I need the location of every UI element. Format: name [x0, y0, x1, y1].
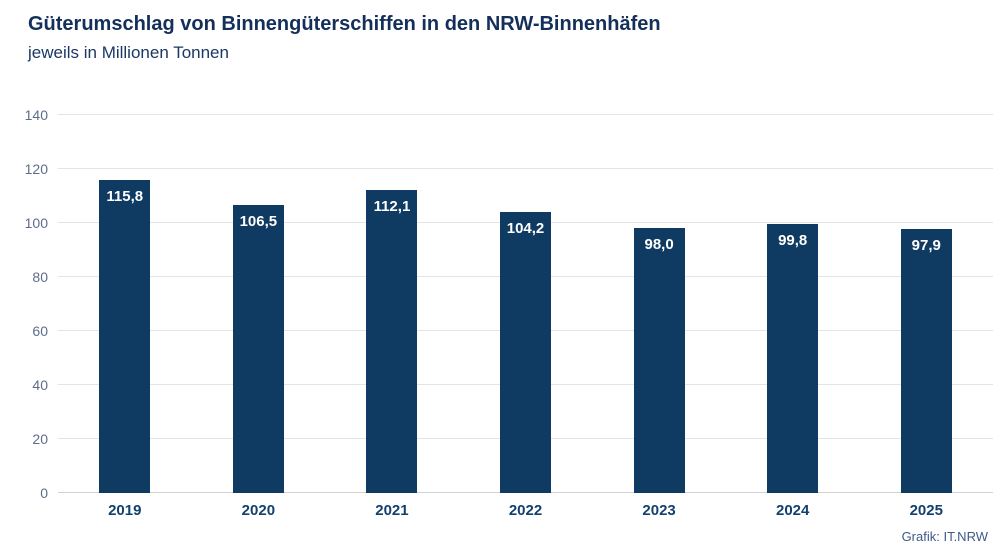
bar-2019: 115,8	[99, 180, 151, 493]
plot-area: 115,8 106,5 112,1 104,2 98,0 99,8 97,9	[58, 114, 993, 493]
y-tick-label: 60	[32, 323, 48, 339]
y-tick-label: 140	[24, 107, 48, 123]
bar-value-label: 112,1	[373, 198, 411, 216]
y-tick-label: 80	[32, 269, 48, 286]
bar-2023: 98,0	[633, 228, 685, 493]
y-tick-label: 20	[32, 431, 48, 448]
chart-title: Güterumschlag von Binnengüterschiffen in…	[28, 13, 661, 35]
bar-2020: 106,5	[232, 205, 284, 493]
bar-value-label: 115,8	[106, 188, 144, 206]
y-tick-label: 40	[32, 377, 48, 394]
bar-value-label: 98,0	[644, 236, 674, 254]
y-tick-label: 0	[40, 485, 48, 501]
source-credit: Grafik: IT.NRW	[901, 529, 988, 544]
bar-value-label: 104,2	[506, 219, 545, 237]
x-tick-label-2020: 2020	[241, 502, 276, 519]
bar-value-label: 99,8	[778, 231, 808, 249]
bar-2025: 97,9	[900, 228, 952, 493]
bar-column-2023: 98,0	[592, 115, 726, 493]
x-tick-label-2024: 2024	[775, 502, 810, 519]
bar-column-2021: 112,1	[325, 115, 459, 493]
x-tick-label-2021: 2021	[375, 502, 409, 519]
bar-column-2022: 104,2	[459, 115, 593, 493]
x-tick-label-2025: 2025	[909, 502, 943, 519]
bar-value-label: 106,5	[239, 213, 278, 231]
bar-column-2019: 115,8	[58, 115, 192, 493]
chart-subtitle: jeweils in Millionen Tonnen	[28, 43, 229, 62]
x-tick-label-2022: 2022	[508, 502, 543, 519]
bar-column-2024: 99,8	[726, 115, 860, 493]
bar-column-2025: 97,9	[859, 115, 993, 493]
x-tick-label-2019: 2019	[108, 502, 142, 519]
y-tick-label: 120	[24, 161, 48, 177]
y-axis: 0 20 40 60 80 100 120 140	[0, 107, 48, 501]
y-tick-label: 100	[24, 215, 48, 231]
bar-column-2020: 106,5	[192, 115, 326, 493]
gridline	[58, 114, 993, 115]
bars-row: 115,8 106,5 112,1 104,2 98,0 99,8 97,9	[58, 115, 993, 493]
bar-value-label: 97,9	[911, 236, 941, 254]
bar-2021: 112,1	[366, 190, 418, 493]
x-tick-label-2023: 2023	[642, 502, 676, 519]
x-axis: 2019 2020 2021 2022 2023 2024 2025	[58, 502, 993, 519]
gridline	[58, 168, 993, 169]
bar-2022: 104,2	[500, 211, 552, 493]
bar-2024: 99,8	[767, 223, 819, 493]
